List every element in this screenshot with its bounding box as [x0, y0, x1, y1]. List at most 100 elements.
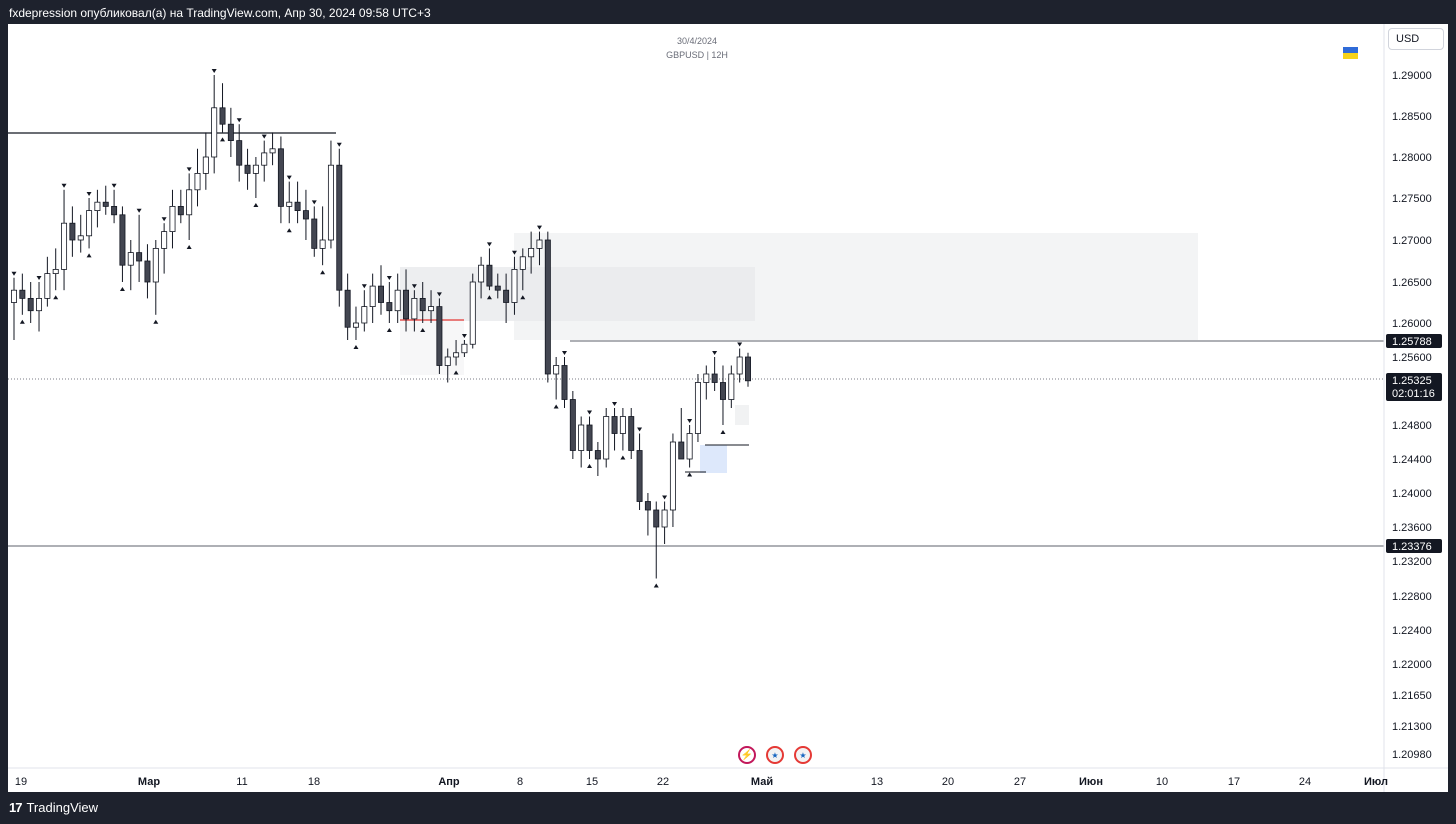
- candle[interactable]: [628, 408, 635, 459]
- fractal-low-marker: [19, 319, 25, 324]
- candle[interactable]: [52, 248, 59, 291]
- candle[interactable]: [219, 83, 226, 133]
- us-event-icon[interactable]: ★: [766, 746, 784, 764]
- candle[interactable]: [711, 357, 718, 391]
- candle[interactable]: [286, 181, 293, 224]
- candle[interactable]: [344, 273, 351, 340]
- candle[interactable]: [578, 416, 585, 468]
- candle[interactable]: [277, 136, 284, 224]
- candle[interactable]: [619, 408, 626, 451]
- candle[interactable]: [511, 256, 518, 315]
- candle[interactable]: [636, 433, 643, 511]
- candle[interactable]: [11, 277, 17, 340]
- candle[interactable]: [194, 148, 201, 207]
- candle[interactable]: [611, 408, 618, 451]
- candle[interactable]: [553, 357, 560, 400]
- candle[interactable]: [244, 148, 251, 190]
- candle[interactable]: [119, 206, 126, 282]
- candle[interactable]: [728, 365, 735, 409]
- candle[interactable]: [494, 273, 501, 299]
- candle[interactable]: [211, 75, 218, 174]
- candle[interactable]: [144, 244, 151, 299]
- candle[interactable]: [294, 181, 301, 224]
- candle[interactable]: [503, 273, 510, 323]
- fractal-high-marker: [161, 217, 167, 222]
- candle[interactable]: [603, 408, 610, 468]
- candle[interactable]: [127, 240, 134, 291]
- candle[interactable]: [386, 282, 393, 323]
- candle[interactable]: [361, 290, 368, 332]
- candle[interactable]: [536, 231, 543, 266]
- candle[interactable]: [86, 198, 93, 249]
- candle[interactable]: [336, 148, 343, 307]
- candle[interactable]: [44, 256, 51, 307]
- candle[interactable]: [694, 374, 701, 442]
- candle[interactable]: [686, 425, 693, 468]
- candle[interactable]: [252, 157, 259, 198]
- candle[interactable]: [327, 140, 334, 249]
- candle[interactable]: [719, 365, 726, 426]
- candle[interactable]: [569, 391, 576, 459]
- flash-event-icon[interactable]: ⚡: [738, 746, 756, 764]
- candle[interactable]: [453, 340, 460, 366]
- candle[interactable]: [311, 206, 318, 257]
- candle[interactable]: [202, 132, 209, 190]
- candle[interactable]: [411, 290, 418, 332]
- candle[interactable]: [111, 189, 118, 224]
- candle[interactable]: [561, 357, 568, 408]
- candle[interactable]: [36, 282, 43, 332]
- candle[interactable]: [269, 132, 276, 166]
- candle[interactable]: [736, 348, 743, 383]
- candle[interactable]: [703, 365, 710, 400]
- candle[interactable]: [478, 256, 485, 299]
- candle[interactable]: [102, 185, 109, 215]
- candle[interactable]: [227, 107, 234, 157]
- candle[interactable]: [653, 501, 660, 579]
- y-tick-label: 1.22800: [1392, 591, 1432, 603]
- candle[interactable]: [528, 231, 535, 274]
- candle[interactable]: [302, 189, 309, 240]
- currency-button[interactable]: USD: [1388, 28, 1444, 50]
- candle[interactable]: [661, 501, 668, 545]
- candle[interactable]: [69, 206, 76, 257]
- candle[interactable]: [378, 265, 384, 315]
- candle[interactable]: [669, 433, 676, 528]
- candle[interactable]: [745, 352, 751, 387]
- candle[interactable]: [319, 206, 326, 266]
- candle[interactable]: [403, 269, 410, 332]
- price-label-level: 1.23376: [1386, 539, 1442, 553]
- candle[interactable]: [544, 231, 551, 383]
- candle[interactable]: [461, 340, 468, 357]
- candle[interactable]: [428, 290, 435, 323]
- candle[interactable]: [177, 189, 184, 224]
- candle[interactable]: [61, 189, 68, 291]
- candle[interactable]: [519, 248, 526, 291]
- candle[interactable]: [94, 189, 101, 228]
- candle[interactable]: [161, 223, 168, 274]
- candle[interactable]: [436, 298, 443, 374]
- candle[interactable]: [486, 248, 493, 291]
- candle[interactable]: [419, 282, 426, 323]
- candle[interactable]: [644, 493, 651, 536]
- candle[interactable]: [236, 124, 243, 182]
- candle[interactable]: [594, 442, 601, 476]
- candle[interactable]: [394, 273, 401, 323]
- candle[interactable]: [586, 416, 593, 460]
- candle[interactable]: [261, 140, 268, 182]
- candle[interactable]: [369, 273, 376, 323]
- candle[interactable]: [469, 273, 476, 349]
- candle[interactable]: [136, 214, 143, 282]
- candle[interactable]: [678, 408, 685, 460]
- y-tick-label: 1.21650: [1392, 690, 1432, 702]
- us-event-icon-2[interactable]: ★: [794, 746, 812, 764]
- candle[interactable]: [444, 348, 451, 383]
- candle[interactable]: [352, 306, 359, 340]
- x-tick-label: Мар: [138, 776, 160, 788]
- candle[interactable]: [186, 173, 193, 240]
- candle[interactable]: [19, 273, 26, 315]
- candle[interactable]: [169, 189, 176, 249]
- candle[interactable]: [152, 240, 159, 315]
- candle[interactable]: [27, 282, 34, 323]
- candle[interactable]: [77, 214, 84, 253]
